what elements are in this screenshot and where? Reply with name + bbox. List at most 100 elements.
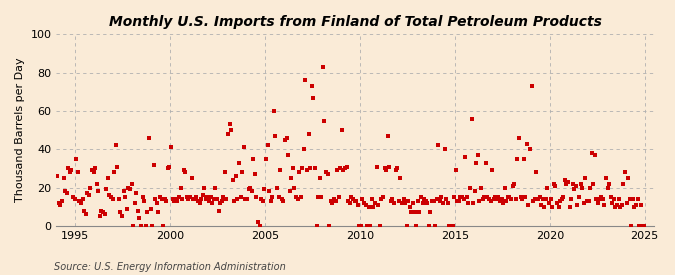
Point xyxy=(551,201,562,205)
Point xyxy=(311,224,322,228)
Point xyxy=(591,197,602,201)
Point xyxy=(164,164,175,169)
Point xyxy=(173,195,184,199)
Point xyxy=(375,224,385,228)
Point xyxy=(481,161,491,165)
Point xyxy=(136,224,146,228)
Point xyxy=(262,143,273,148)
Point xyxy=(210,185,221,190)
Point xyxy=(457,195,468,199)
Point xyxy=(509,182,520,186)
Point xyxy=(117,214,128,219)
Point xyxy=(550,183,561,188)
Point xyxy=(324,224,335,228)
Point xyxy=(150,197,161,201)
Point xyxy=(202,195,213,199)
Point xyxy=(275,168,286,172)
Point xyxy=(543,201,554,205)
Point xyxy=(346,195,357,199)
Point xyxy=(70,197,80,201)
Point xyxy=(104,193,115,197)
Point xyxy=(367,197,377,201)
Point xyxy=(582,199,593,203)
Point xyxy=(471,161,482,165)
Point xyxy=(574,195,585,199)
Point xyxy=(635,203,646,207)
Point xyxy=(52,174,63,178)
Point xyxy=(418,197,429,201)
Point xyxy=(491,197,502,201)
Point xyxy=(74,199,85,203)
Point xyxy=(400,201,410,205)
Point xyxy=(66,168,77,172)
Title: Monthly U.S. Imports from Finland of Total Petroleum Products: Monthly U.S. Imports from Finland of Tot… xyxy=(109,15,601,29)
Point xyxy=(105,195,116,199)
Point xyxy=(325,199,336,203)
Point xyxy=(158,224,169,228)
Point xyxy=(243,187,254,192)
Point xyxy=(597,197,608,201)
Point xyxy=(363,205,374,209)
Point xyxy=(373,203,383,207)
Point xyxy=(227,178,238,182)
Point xyxy=(577,185,588,190)
Point xyxy=(596,195,607,199)
Point xyxy=(529,197,540,201)
Point xyxy=(261,157,271,161)
Point xyxy=(496,197,507,201)
Point xyxy=(620,170,630,174)
Point xyxy=(191,195,202,199)
Point xyxy=(93,189,104,194)
Point xyxy=(371,164,382,169)
Point xyxy=(488,197,499,201)
Point xyxy=(562,180,573,184)
Point xyxy=(175,185,186,190)
Point xyxy=(466,116,477,121)
Point xyxy=(368,205,379,209)
Point xyxy=(610,205,621,209)
Point xyxy=(59,189,70,194)
Point xyxy=(485,199,496,203)
Point xyxy=(242,197,252,201)
Point xyxy=(406,210,417,215)
Point xyxy=(500,185,510,190)
Point xyxy=(348,197,358,201)
Point xyxy=(439,147,450,152)
Point xyxy=(251,195,262,199)
Point xyxy=(454,199,464,203)
Point xyxy=(273,195,284,199)
Point xyxy=(178,168,189,172)
Point xyxy=(394,199,404,203)
Point xyxy=(316,195,327,199)
Point xyxy=(506,197,516,201)
Point xyxy=(612,203,622,207)
Point xyxy=(430,224,441,228)
Point xyxy=(296,195,306,199)
Point xyxy=(417,201,428,205)
Point xyxy=(389,201,400,205)
Point xyxy=(572,203,583,207)
Point xyxy=(131,191,142,196)
Point xyxy=(630,203,641,207)
Point xyxy=(90,166,101,170)
Point xyxy=(379,166,390,170)
Point xyxy=(245,185,256,190)
Point xyxy=(566,197,576,201)
Point xyxy=(411,224,422,228)
Point xyxy=(387,197,398,201)
Point xyxy=(250,172,261,176)
Point xyxy=(570,183,581,188)
Point xyxy=(310,166,321,170)
Point xyxy=(110,143,121,148)
Point xyxy=(234,161,244,165)
Point xyxy=(382,134,393,138)
Point xyxy=(82,191,92,196)
Point xyxy=(437,201,448,205)
Point xyxy=(101,187,111,192)
Point xyxy=(547,205,558,209)
Point xyxy=(548,182,559,186)
Point xyxy=(580,176,591,180)
Point xyxy=(321,170,331,174)
Point xyxy=(79,208,90,213)
Point xyxy=(177,197,188,201)
